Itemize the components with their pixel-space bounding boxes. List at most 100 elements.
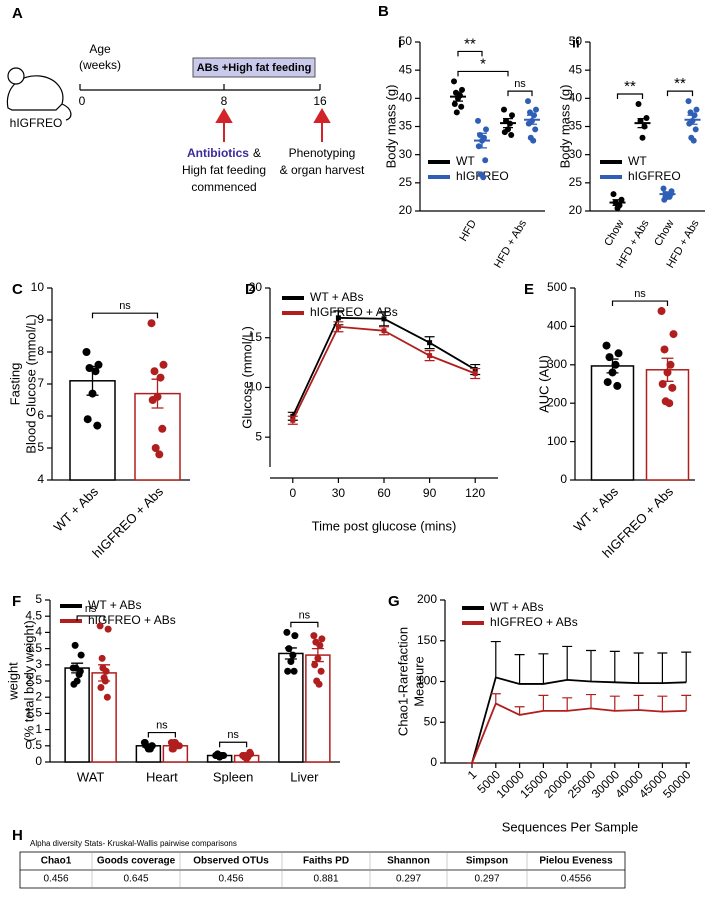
legend-label: WT + ABs [310,290,363,304]
error-bar [562,697,573,711]
data-point [692,126,699,133]
table-cell: 0.456 [218,874,243,885]
error-bar [609,650,620,683]
data-point [660,185,667,192]
y-axis-label: Body mass (g) [383,85,398,169]
error-bar [151,378,164,409]
y-tick-label: 50 [399,34,413,48]
data-point [99,664,107,672]
legend-label: WT [628,154,647,168]
error-bar [633,652,644,684]
sig-label: ns [634,288,646,300]
panel-label: E [524,281,534,298]
y-tick-label: 35 [399,119,413,133]
data-point [614,205,621,212]
data-point [509,112,515,119]
error-bar [527,114,537,125]
arrow [313,108,331,142]
y-tick-label: 9 [37,312,44,326]
data-point [317,667,325,675]
table-header: Pielou Eveness [539,856,613,867]
sig-label: ** [624,78,636,95]
data-point [658,380,667,388]
event-text: & [253,146,261,160]
age-label: (weeks) [79,58,121,72]
marker [427,340,433,346]
x-tick-label: Chow [602,218,626,248]
table-cell: 0.297 [396,874,421,885]
y-tick-label: 100 [417,674,437,688]
data-point [290,667,298,675]
error-bar [514,706,525,715]
sig-label: ns [299,609,311,621]
error-bar [612,199,623,207]
marker [335,315,341,321]
data-point [287,658,295,666]
data-point [158,424,167,433]
y-tick-label: 5 [35,592,42,606]
y-axis-label: weight [5,662,20,701]
y-axis-label: (% total body weight) [21,620,36,741]
data-point [82,348,91,356]
treatment-label: ABs +High fat feeding [197,62,312,74]
y-tick-label: 25 [569,175,583,189]
x-tick-label: 120 [465,486,485,500]
sig-label: ns [514,78,526,90]
marker [472,371,478,377]
table-header: Chao1 [41,856,72,867]
bar [645,369,690,481]
data-point [639,134,646,141]
table-cell: 0.4556 [561,874,592,885]
data-point [71,641,79,649]
bar [590,365,635,481]
data-point [91,367,100,376]
x-tick-label: 90 [423,486,437,500]
data-point [602,341,611,350]
marker [381,316,387,322]
data-point [508,131,515,138]
data-point [147,319,156,328]
table-cell: 0.297 [474,874,499,885]
data-point [77,651,85,659]
table-header: Simpson [466,856,508,867]
x-tick-label: hIGFREO + Abs [89,484,166,561]
y-axis-label: Glucose (mmol/L) [239,326,254,429]
y-tick-label: 7 [37,376,44,390]
y-tick-label: 20 [249,280,263,294]
timeline-label: 0 [79,94,86,108]
data-point [693,106,700,113]
legend-label: hIGFREO + ABs [310,305,398,319]
data-point [72,664,80,672]
mouse-ear [7,67,25,85]
diagram: hIGFREO Age (weeks) ABs +High fat feedin… [6,42,365,194]
data-point [530,137,537,144]
error-bar [586,693,596,709]
error-bar [637,117,648,129]
data-point [482,157,489,164]
x-tick-label: WAT [77,769,104,784]
table-header: Shannon [387,856,430,867]
panel-label: H [12,827,23,844]
legend-label: hIGFREO + ABs [88,613,176,627]
data-point [611,360,620,369]
data-point [613,381,622,390]
sig-label: ns [227,729,239,741]
y-tick-label: 8 [37,344,44,358]
data-point [315,680,323,688]
error-bar [213,754,226,757]
marker [290,417,296,423]
data-point [685,98,692,105]
data-point [284,667,292,675]
panel-label: F [12,593,21,610]
y-tick-label: 6 [37,408,44,422]
data-point [310,632,318,640]
error-bar [169,744,182,748]
arrow [215,108,233,142]
error-bar [477,132,487,149]
data-point [103,693,111,701]
y-axis-label: Chao1-Rarefaction [395,627,410,736]
marker [335,324,341,330]
sig-bracket [666,90,694,97]
y-tick-label: 0 [430,755,437,769]
